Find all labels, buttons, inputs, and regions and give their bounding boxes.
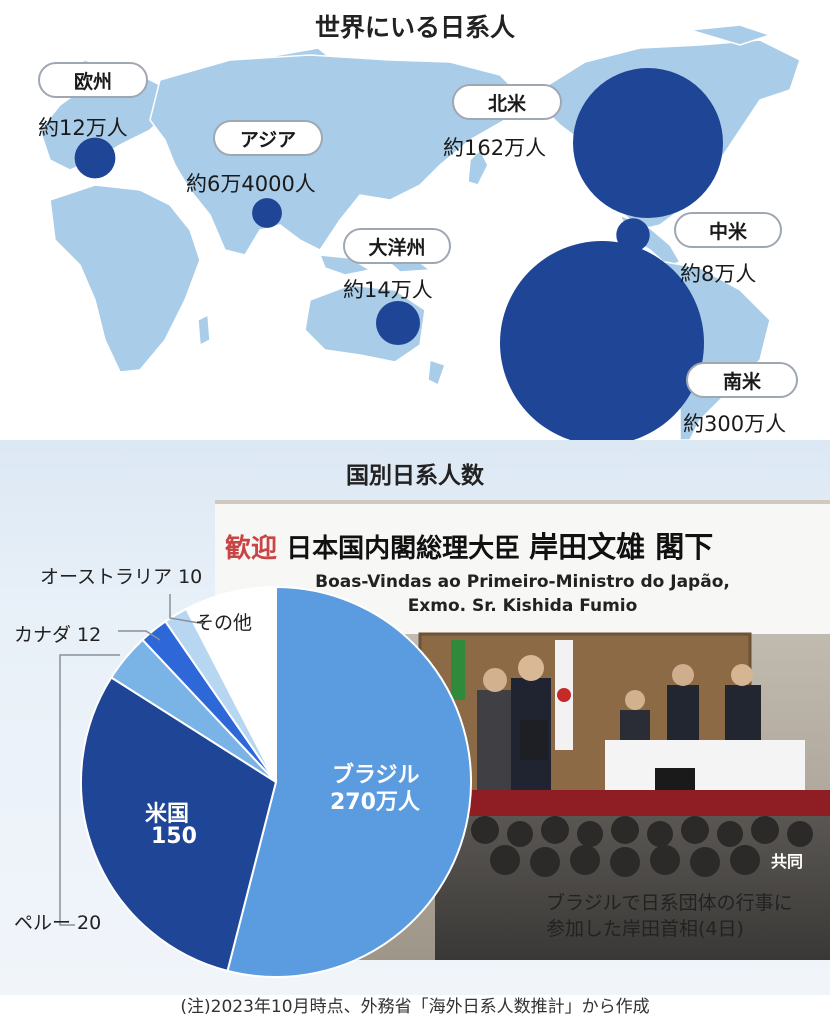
photo-caption-line1: ブラジルで日系団体の行事に <box>546 892 793 914</box>
landmass-asia <box>149 54 521 256</box>
region-label-europe: 欧州 <box>38 62 148 98</box>
region-value-south-america: 約300万人 <box>683 412 787 436</box>
source-note: (注)2023年10月時点、外務省「海外日系人数推計」から作成 <box>180 997 650 1017</box>
leader-peru <box>59 654 120 926</box>
photo-credit: 共同 <box>771 852 804 871</box>
world-map <box>39 24 801 440</box>
pie-chart <box>59 585 472 978</box>
leader-canada <box>118 630 161 641</box>
banner-title: 日本国内閣総理大臣 <box>286 534 521 564</box>
bubble-大洋州 <box>376 301 420 345</box>
pie-label-us-name: 米国 <box>145 802 190 827</box>
landmass-africa <box>49 184 201 373</box>
pie-label-canada: カナダ 12 <box>14 624 102 646</box>
pie-slice-brazil <box>226 585 472 978</box>
bubble-北米 <box>573 68 723 218</box>
pie-slice-us <box>80 676 278 973</box>
region-label-asia: アジア <box>213 120 323 156</box>
bubble-欧州 <box>74 137 116 179</box>
event-photo: 歓迎 日本国内閣総理大臣 岸田文雄 閣下 Boas-Vindas ao Prim… <box>215 500 830 960</box>
pie-title: 国別日系人数 <box>346 463 484 489</box>
landmass-japan <box>467 148 489 186</box>
region-value-north-america: 約162万人 <box>443 136 547 160</box>
region-label-north-america: 北米 <box>452 84 562 120</box>
pie-label-us-value: 150 <box>151 824 197 849</box>
banner-welcome: 歓迎 <box>225 534 278 564</box>
region-label-central-america: 中米 <box>674 212 782 248</box>
map-title: 世界にいる日系人 <box>314 13 515 42</box>
region-label-oceania: 大洋州 <box>343 228 451 264</box>
pie-slice-other <box>185 585 277 783</box>
region-label-south-america: 南米 <box>686 362 798 398</box>
region-value-central-america: 約8万人 <box>680 262 757 286</box>
bubble-アジア <box>252 198 282 228</box>
region-value-asia: 約6万4000人 <box>186 172 316 196</box>
banner-name: 岸田文雄 閣下 <box>529 530 714 564</box>
leader-australia <box>169 594 206 625</box>
banner-portuguese-line1: Boas-Vindas ao Primeiro-Ministro do Japã… <box>315 572 730 592</box>
pie-label-brazil-name: ブラジル <box>332 763 420 788</box>
region-value-europe: 約12万人 <box>38 116 128 140</box>
pie-label-other: その他 <box>195 612 253 634</box>
banner-portuguese-line2: Exmo. Sr. Kishida Fumio <box>407 596 638 616</box>
bubble-中米 <box>616 218 650 252</box>
bubble-南米 <box>500 241 704 440</box>
region-value-oceania: 約14万人 <box>343 278 433 302</box>
pie-label-peru: ペルー 20 <box>14 912 102 934</box>
pie-label-australia: オーストラリア 10 <box>40 566 203 588</box>
photo-caption-line2: 参加した岸田首相(4日) <box>546 918 744 940</box>
pie-label-brazil-value: 270万人 <box>330 790 420 815</box>
population-bubbles <box>74 68 723 440</box>
